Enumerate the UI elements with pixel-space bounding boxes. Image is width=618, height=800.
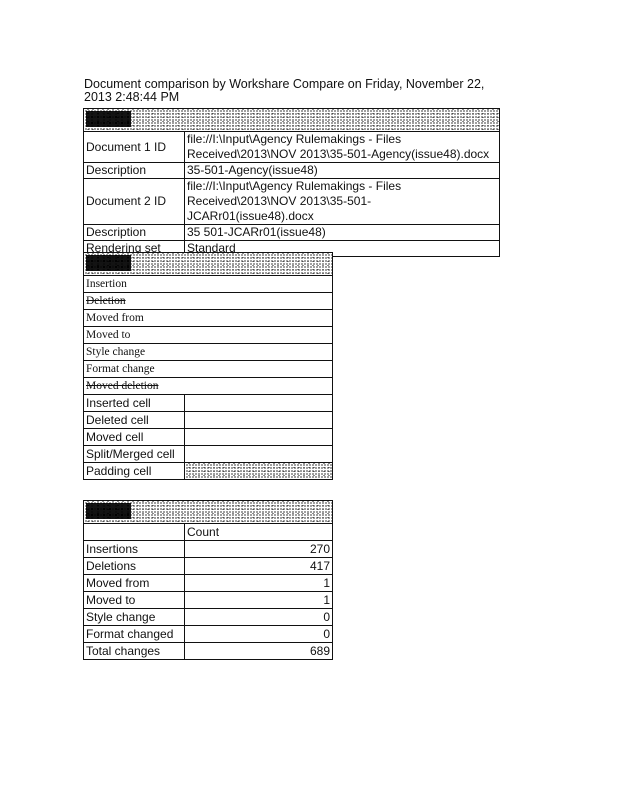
detail-value: 35-501-Agency(issue48) — [184, 162, 500, 179]
table-row: Description 35 501-JCARr01(issue48) — [83, 224, 500, 241]
stat-label: Format changed — [83, 625, 185, 643]
stat-label: Moved from — [83, 574, 185, 592]
legend-padding-cell: Padding cell — [83, 462, 185, 480]
stat-label: Moved to — [83, 591, 185, 609]
legend-header-dithered — [83, 252, 333, 276]
stat-label: Style change — [83, 608, 185, 626]
legend-inserted-cell: Inserted cell — [83, 394, 185, 412]
stat-count: 1 — [184, 574, 333, 592]
stat-label: Deletions — [83, 557, 185, 575]
detail-label: Document 1 ID — [83, 131, 185, 163]
table-row: Format changed 0 — [83, 625, 333, 643]
count-header: Count — [184, 523, 333, 541]
comparison-details-table: Document 1 ID file://I:\Input\Agency Rule… — [83, 108, 500, 257]
page-title: Document comparison by Workshare Compare… — [84, 77, 485, 104]
legend-split-merged-cell: Split/Merged cell — [83, 445, 185, 463]
statistics-header-dithered — [83, 500, 333, 524]
detail-label: Description — [83, 162, 185, 179]
table-row: Moved from 1 — [83, 574, 333, 592]
legend-format-change: Format change — [83, 360, 333, 378]
table-row: Document 2 ID file://I:\Input\Agency Rule… — [83, 178, 500, 225]
legend-moved-from: Moved from — [83, 309, 333, 327]
stat-count: 689 — [184, 642, 333, 660]
table-row: Total changes 689 — [83, 642, 333, 660]
stat-count: 1 — [184, 591, 333, 609]
legend-style-change: Style change — [83, 343, 333, 361]
legend-insertion: Insertion — [83, 275, 333, 293]
legend-deleted-cell: Deleted cell — [83, 411, 185, 429]
stat-count: 0 — [184, 608, 333, 626]
detail-value: 35 501-JCARr01(issue48) — [184, 224, 500, 241]
stat-label: Insertions — [83, 540, 185, 558]
statistics-table: Count Insertions 270 Deletions 417 Moved f… — [83, 500, 333, 660]
legend-table: Insertion Deletion Moved from Moved to S… — [83, 252, 333, 480]
legend-moved-to: Moved to — [83, 326, 333, 344]
legend-deletion: Deletion — [83, 292, 333, 310]
detail-value: file://I:\Input\Agency Rulemakings - Fil… — [184, 131, 500, 163]
table-row: Style change 0 — [83, 608, 333, 626]
table-row: Deletions 417 — [83, 557, 333, 575]
detail-value: file://I:\Input\Agency Rulemakings - Fil… — [184, 178, 500, 225]
table-row: Insertions 270 — [83, 540, 333, 558]
table-row: Description 35-501-Agency(issue48) — [83, 162, 500, 179]
detail-label: Document 2 ID — [83, 178, 185, 225]
table-row: Moved to 1 — [83, 591, 333, 609]
table-row: Document 1 ID file://I:\Input\Agency Rule… — [83, 131, 500, 163]
padding-cell-swatch — [184, 462, 333, 480]
legend-moved-cell: Moved cell — [83, 428, 185, 446]
stat-count: 270 — [184, 540, 333, 558]
stat-label: Total changes — [83, 642, 185, 660]
details-header-dithered — [83, 108, 500, 132]
detail-label: Description — [83, 224, 185, 241]
stat-count: 0 — [184, 625, 333, 643]
stat-count: 417 — [184, 557, 333, 575]
legend-moved-deletion: Moved deletion — [83, 377, 333, 395]
